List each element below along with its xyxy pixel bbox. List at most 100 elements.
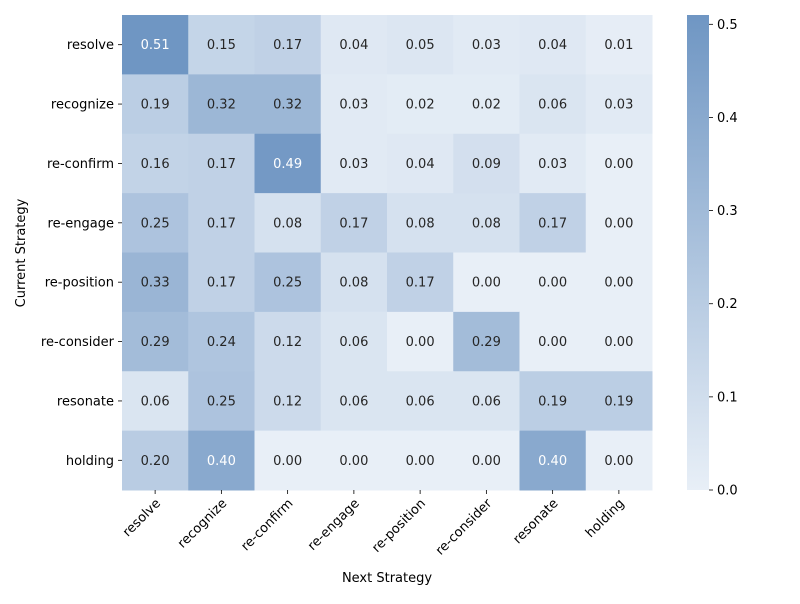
heatmap-cell	[585, 430, 653, 491]
heatmap-cell	[188, 74, 255, 135]
heatmap-cell	[519, 74, 587, 135]
cell-value-label: 0.17	[207, 216, 236, 231]
heatmap-cell	[320, 430, 388, 491]
heatmap-cell	[453, 74, 520, 135]
heatmap-cell	[519, 371, 587, 432]
heatmap-cell	[254, 15, 322, 75]
heatmap-cell	[519, 311, 587, 372]
colorbar-tick-label: 0.5	[717, 18, 738, 33]
heatmap-cell	[254, 74, 322, 135]
cell-value-label: 0.40	[538, 454, 567, 469]
cell-value-label: 0.20	[141, 454, 170, 469]
cell-value-label: 0.04	[406, 157, 435, 172]
cell-value-label: 0.06	[339, 394, 368, 409]
colorbar-tick-label: 0.3	[717, 204, 738, 219]
heatmap-cell	[188, 15, 255, 75]
y-tick-label: resonate	[57, 394, 114, 409]
cell-value-label: 0.17	[207, 276, 236, 291]
x-axis-label: Next Strategy	[342, 571, 432, 586]
cell-value-label: 0.08	[472, 216, 501, 231]
cell-value-label: 0.08	[406, 216, 435, 231]
heatmap-cell	[585, 74, 653, 135]
heatmap-cell	[585, 371, 653, 432]
cell-annotations: 0.51 0.15 0.17 0.04 0.05 0.03 0.04 0.01 0.19 0.32…	[141, 38, 634, 469]
cell-value-label: 0.15	[207, 38, 236, 53]
x-tick-label: recognize	[175, 496, 230, 551]
heatmap-cell	[453, 371, 520, 432]
y-tick-label: recognize	[51, 98, 114, 113]
x-tick-label: resolve	[120, 496, 164, 540]
cell-value-label: 0.25	[207, 394, 236, 409]
heatmap-cell	[585, 15, 653, 75]
cell-value-label: 0.04	[538, 38, 567, 53]
y-tick-label: resolve	[67, 38, 114, 53]
cell-value-label: 0.00	[273, 454, 302, 469]
heatmap-cell	[453, 193, 520, 253]
cell-value-label: 0.19	[604, 394, 633, 409]
heatmap-cell	[453, 133, 520, 194]
cell-value-label: 0.08	[339, 276, 368, 291]
x-tick-label: re-consider	[433, 496, 496, 559]
cell-value-label: 0.03	[604, 98, 633, 113]
heatmap-cell	[519, 430, 587, 491]
heatmap-cell	[453, 311, 520, 372]
cell-value-label: 0.24	[207, 335, 236, 350]
heatmap-cell	[453, 15, 520, 75]
cell-value-label: 0.03	[339, 157, 368, 172]
heatmap-cell	[254, 193, 322, 253]
cell-value-label: 0.51	[141, 38, 170, 53]
colorbar-ticks: 0.0 0.1 0.2 0.3 0.4 0.5	[709, 18, 738, 499]
cell-value-label: 0.06	[339, 335, 368, 350]
heatmap-cell	[585, 252, 653, 313]
cell-value-label: 0.08	[273, 216, 302, 231]
cell-value-label: 0.00	[604, 157, 633, 172]
x-tick-label: re-position	[369, 496, 429, 556]
colorbar-tick-label: 0.4	[717, 111, 738, 126]
heatmap-cell	[122, 15, 189, 75]
cell-value-label: 0.06	[472, 394, 501, 409]
y-axis-label: Current Strategy	[14, 198, 29, 307]
heatmap-cell	[320, 15, 388, 75]
heatmap-cell	[122, 193, 189, 253]
cell-value-label: 0.03	[472, 38, 501, 53]
heatmap-cell	[122, 371, 189, 432]
cell-value-label: 0.03	[538, 157, 567, 172]
y-tick-label: re-consider	[41, 335, 115, 350]
cell-value-label: 0.29	[141, 335, 170, 350]
cell-value-label: 0.17	[538, 216, 567, 231]
cell-value-label: 0.00	[604, 335, 633, 350]
heatmap-cell	[519, 133, 587, 194]
cell-value-label: 0.02	[472, 98, 501, 113]
colorbar-tick-label: 0.1	[717, 390, 738, 405]
heatmap-cell	[188, 133, 255, 194]
cell-value-label: 0.32	[207, 98, 236, 113]
heatmap-cell	[387, 15, 454, 75]
cell-value-label: 0.17	[207, 157, 236, 172]
heatmap-cell	[585, 311, 653, 372]
heatmap-cell	[320, 74, 388, 135]
heatmap-cell	[387, 252, 454, 313]
heatmap-cell	[122, 430, 189, 491]
heatmap-cell	[188, 371, 255, 432]
cell-value-label: 0.12	[273, 394, 302, 409]
cell-value-label: 0.02	[406, 98, 435, 113]
heatmap-cell	[519, 15, 587, 75]
cell-value-label: 0.00	[604, 454, 633, 469]
cell-value-label: 0.32	[273, 98, 302, 113]
cell-value-label: 0.25	[141, 216, 170, 231]
heatmap-cell	[387, 133, 454, 194]
cell-value-label: 0.06	[406, 394, 435, 409]
cell-value-label: 0.00	[538, 276, 567, 291]
heatmap-cell	[387, 311, 454, 372]
y-tick-label: re-confirm	[47, 157, 114, 172]
cell-value-label: 0.17	[339, 216, 368, 231]
heatmap-cell	[188, 252, 255, 313]
heatmap-cell	[320, 133, 388, 194]
x-tick-label: re-engage	[305, 496, 363, 554]
heatmap-cell	[585, 193, 653, 253]
cell-value-label: 0.00	[406, 454, 435, 469]
heatmap-cells	[122, 15, 653, 491]
heatmap-cell	[122, 133, 189, 194]
y-tick-label: re-position	[45, 276, 114, 291]
